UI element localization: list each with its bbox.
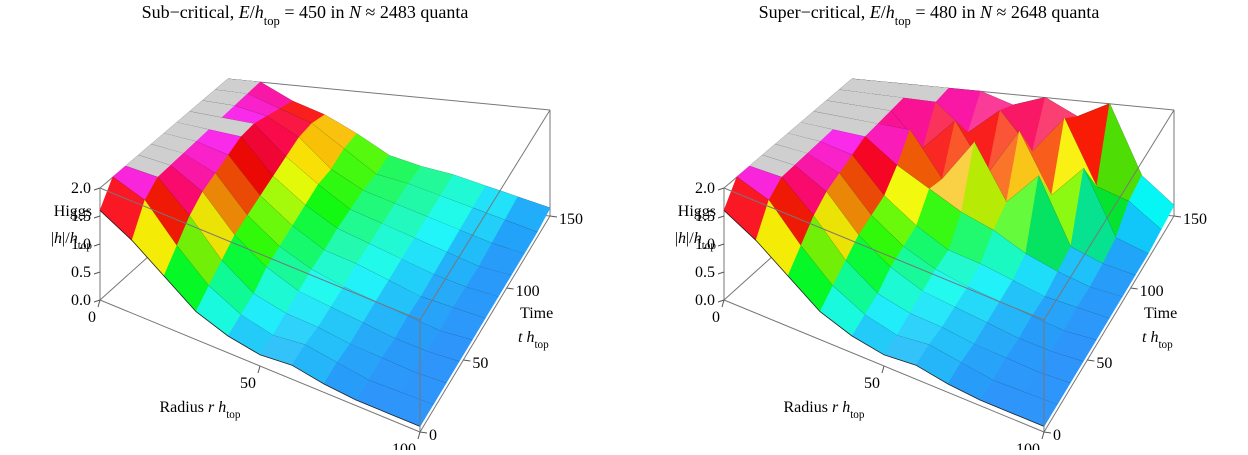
z-tick (718, 216, 724, 218)
y-tick (420, 432, 427, 433)
x-tick-label: 100 (1016, 441, 1040, 450)
x-tick-label: 100 (392, 441, 416, 450)
z-tick-label: 0.5 (695, 264, 715, 281)
z-tick (718, 272, 724, 274)
z-tick (94, 244, 100, 246)
y-axis-label-part: h (1150, 329, 1158, 346)
z-tick-label: 0.0 (695, 292, 715, 309)
z-axis-label-part: top (702, 240, 717, 252)
chart-title-part: ≈ 2483 quanta (361, 2, 468, 22)
chart-title-part: Super−critical, (759, 2, 870, 22)
x-tick-label: 50 (240, 375, 256, 392)
z-axis-label-part: h (54, 230, 62, 247)
y-tick (463, 360, 470, 361)
y-axis-label-part: top (534, 339, 549, 351)
x-axis-label-part: top (226, 409, 241, 421)
y-axis-label: t htop (1142, 329, 1173, 351)
x-axis-label-part: h (842, 399, 850, 416)
x-tick (882, 366, 884, 373)
z-axis-label-part: h (70, 230, 78, 247)
z-tick-label: 2.0 (71, 180, 91, 197)
y-tick-label: 0 (1053, 427, 1061, 444)
y-axis-label-part: top (1158, 339, 1173, 351)
chart-title-part: = 450 in (280, 2, 349, 22)
x-axis-label-part: top (850, 409, 865, 421)
x-axis-label-part: h (218, 399, 226, 416)
z-tick-label: 0.0 (71, 292, 91, 309)
z-axis-label: Higgs (678, 203, 716, 220)
x-tick (418, 432, 420, 439)
chart-title: Super−critical, E/htop = 480 in N ≈ 2648… (759, 2, 1100, 28)
z-axis-label-part: top (78, 240, 93, 252)
surface-chart: 0.00.51.01.52.0050100050100150Sub−critic… (51, 2, 583, 450)
x-tick-label: 0 (88, 309, 96, 326)
chart-title-part: N (979, 2, 993, 22)
z-tick (94, 216, 100, 218)
x-axis-label-part: Radius (160, 399, 208, 416)
y-axis-label: t htop (518, 329, 549, 351)
z-tick-label: 2.0 (695, 180, 715, 197)
z-tick (718, 188, 724, 190)
chart-title: Sub−critical, E/htop = 450 in N ≈ 2483 q… (142, 2, 469, 28)
x-axis-label: Radius r htop (160, 399, 241, 421)
y-tick (507, 288, 514, 289)
y-axis-label: Time (520, 305, 553, 322)
chart-title-part: h (255, 2, 264, 22)
z-tick (94, 272, 100, 274)
x-axis-label: Radius r htop (784, 399, 865, 421)
y-tick (1174, 216, 1181, 217)
chart-title-part: E (238, 2, 250, 22)
y-tick (1131, 288, 1138, 289)
y-tick-label: 50 (1096, 355, 1112, 372)
y-tick-label: 150 (1183, 211, 1207, 228)
figure: 0.00.51.01.52.0050100050100150Sub−critic… (0, 0, 1248, 450)
x-tick (258, 366, 260, 373)
z-tick (94, 188, 100, 190)
y-tick-label: 150 (559, 211, 583, 228)
z-axis-label-part: h (678, 230, 686, 247)
y-tick-label: 100 (516, 283, 540, 300)
y-tick-label: 100 (1140, 283, 1164, 300)
surface-chart: 0.00.51.01.52.0050100050100150Super−crit… (675, 2, 1207, 450)
z-axis-label: Higgs (54, 203, 92, 220)
chart-title-part: = 480 in (911, 2, 980, 22)
y-tick (1044, 432, 1051, 433)
x-axis-label-part: Radius (784, 399, 832, 416)
z-tick (718, 244, 724, 246)
chart-title-part: Sub−critical, (142, 2, 239, 22)
z-tick-label: 0.5 (71, 264, 91, 281)
chart-title-part: top (264, 14, 280, 28)
y-axis-label-part: h (526, 329, 534, 346)
y-tick-label: 50 (472, 355, 488, 372)
chart-title-part: ≈ 2648 quanta (992, 2, 1099, 22)
chart-title-part: N (348, 2, 362, 22)
chart-title-part: E (869, 2, 881, 22)
y-tick (1087, 360, 1094, 361)
y-axis-label: Time (1144, 305, 1177, 322)
y-tick (550, 216, 557, 217)
x-tick (1042, 432, 1044, 439)
chart-title-part: top (895, 14, 911, 28)
y-tick-label: 0 (429, 427, 437, 444)
x-tick-label: 50 (864, 375, 880, 392)
z-axis-label-part: h (694, 230, 702, 247)
chart-title-part: h (886, 2, 895, 22)
x-tick-label: 0 (712, 309, 720, 326)
